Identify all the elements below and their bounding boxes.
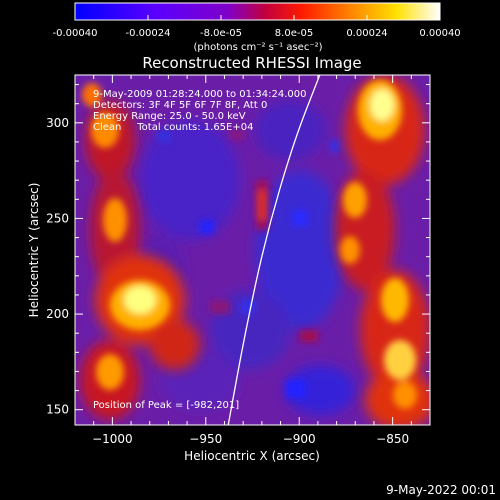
- info-line-energy: Energy Range: 25.0 - 50.0 keV: [93, 111, 246, 122]
- colorbar-tick-label: 8.0e-05: [275, 28, 313, 39]
- info-line-time: 9-May-2009 01:28:24.000 to 01:34:24.000: [93, 89, 306, 100]
- y-tick-label: 200: [46, 307, 69, 321]
- colorbar-gradient: [74, 2, 441, 21]
- colorbar-tick-label: 0.00024: [346, 28, 387, 39]
- colorbar-tick-label: -0.00024: [126, 28, 171, 39]
- info-block: 9-May-2009 01:28:24.000 to 01:34:24.000 …: [93, 89, 306, 133]
- x-tick-label: −1000: [92, 432, 133, 446]
- colorbar-tick-label: -8.0e-05: [200, 28, 242, 39]
- image-title: Reconstructed RHESSI Image: [142, 54, 361, 72]
- y-tick-label: 300: [46, 116, 69, 130]
- solar-limb-curve: [227, 75, 321, 425]
- y-axis-label: Heliocentric Y (arcsec): [27, 183, 41, 318]
- left-source-core: [82, 83, 170, 390]
- axis-ticks: [74, 75, 431, 425]
- x-tick-label: −950: [189, 432, 222, 446]
- colorbar-tick-label: 0.00040: [419, 28, 460, 39]
- x-tick-label: −850: [376, 432, 409, 446]
- right-source-core: [340, 80, 417, 409]
- colorbar-ticks: -0.00040 -0.00024 -8.0e-05 8.0e-05 0.00024 0.…: [53, 15, 461, 39]
- x-tick-labels: −1000 −950 −900 −850: [92, 432, 409, 446]
- x-axis-label: Heliocentric X (arcsec): [184, 449, 320, 463]
- peak-position-label: Position of Peak = [-982,201]: [93, 400, 239, 411]
- info-line-clean: Clean Total counts: 1.65E+04: [93, 122, 253, 133]
- y-tick-label: 250: [46, 211, 69, 225]
- colorbar: -0.00040 -0.00024 -8.0e-05 8.0e-05 0.00024 0.…: [53, 2, 461, 53]
- rhessi-image: [75, 75, 430, 425]
- y-tick-labels: 150 200 250 300: [46, 116, 69, 417]
- plot-frame: [74, 74, 431, 426]
- colorbar-tick-label: -0.00040: [53, 28, 98, 39]
- footer-timestamp: 9-May-2022 00:01: [386, 483, 496, 497]
- colorbar-units: (photons cm⁻² s⁻¹ asec⁻²): [193, 42, 322, 53]
- x-tick-label: −900: [283, 432, 316, 446]
- info-line-detectors: Detectors: 3F 4F 5F 6F 7F 8F, Att 0: [93, 100, 267, 111]
- y-tick-label: 150: [46, 403, 69, 417]
